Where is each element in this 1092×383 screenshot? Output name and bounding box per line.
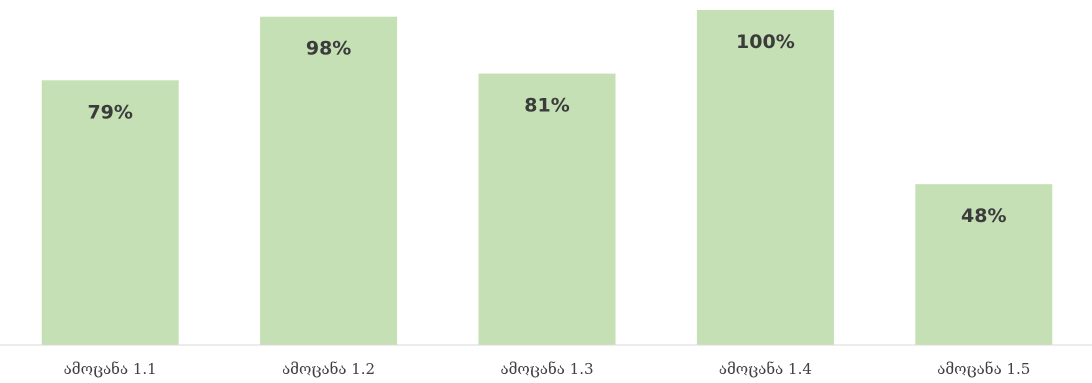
category-label-3: ამოცანა 1.3: [500, 360, 593, 378]
bar-1: [41, 80, 179, 346]
bar-4: [696, 10, 834, 345]
bars-group: [41, 10, 1053, 346]
bar-2: [260, 16, 398, 345]
category-label-5: ამოცანა 1.5: [937, 360, 1030, 378]
bar-5: [915, 184, 1053, 345]
bar-value-label-4: 100%: [736, 31, 795, 53]
category-label-1: ამოცანა 1.1: [64, 360, 157, 378]
category-label-4: ამოცანა 1.4: [719, 360, 812, 378]
bar-value-label-3: 81%: [524, 95, 569, 117]
bar-value-label-2: 98%: [306, 38, 351, 60]
bar-value-label-5: 48%: [961, 205, 1006, 227]
category-label-2: ამოცანა 1.2: [282, 360, 375, 378]
bar-3: [478, 73, 616, 345]
bar-value-label-1: 79%: [87, 101, 132, 123]
bar-value-labels: 79% 98% 81% 100% 48%: [87, 31, 1006, 227]
x-axis-category-labels: ამოცანა 1.1 ამოცანა 1.2 ამოცანა 1.3 ამოცანა…: [64, 360, 1031, 378]
